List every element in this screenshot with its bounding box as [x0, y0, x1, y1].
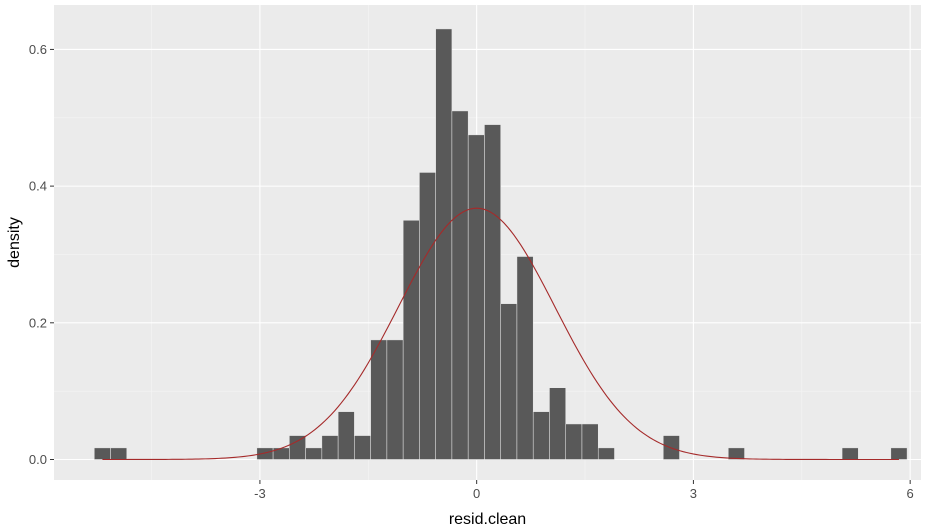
y-tick-label: 0.0 [29, 452, 47, 467]
y-axis-title: density [6, 217, 23, 268]
histogram-bar [354, 435, 371, 460]
histogram-bar [110, 447, 128, 460]
histogram-bar [516, 256, 534, 460]
histogram-bar [305, 447, 323, 460]
histogram-bar [370, 339, 388, 460]
histogram-bar [484, 124, 501, 460]
histogram-bar [402, 220, 420, 460]
x-axis: -3 0 3 6 [254, 480, 914, 501]
y-tick-label: 0.2 [29, 315, 47, 330]
x-tick-label: 6 [907, 486, 914, 501]
x-tick-label: -3 [254, 486, 266, 501]
histogram-bar [321, 435, 339, 460]
y-tick-label: 0.4 [29, 179, 47, 194]
histogram-bar [94, 447, 111, 460]
histogram-bar [289, 435, 306, 460]
histogram-bar [841, 447, 859, 460]
normal-density-curve [102, 207, 899, 461]
histogram-bar [435, 28, 453, 460]
histogram-bar [532, 411, 550, 460]
histogram-bar [549, 387, 566, 460]
histogram-bar [581, 423, 599, 460]
histogram-bar [500, 303, 518, 460]
histogram-bar [890, 447, 908, 460]
x-axis-title: resid.clean [449, 511, 526, 528]
y-axis: 0.0 0.2 0.4 0.6 [29, 42, 54, 467]
x-tick-label: 0 [473, 486, 480, 501]
histogram-bar [386, 339, 404, 460]
histogram-bar [467, 134, 485, 460]
histogram-bar [597, 447, 615, 460]
histogram-bar [565, 423, 583, 460]
y-tick-label: 0.6 [29, 42, 47, 57]
histogram-bar [337, 411, 355, 460]
histogram-bars [94, 28, 908, 460]
histogram-bar [451, 110, 469, 460]
x-tick-label: 3 [690, 486, 697, 501]
histogram-bar [419, 172, 436, 460]
histogram-bar [728, 447, 745, 460]
